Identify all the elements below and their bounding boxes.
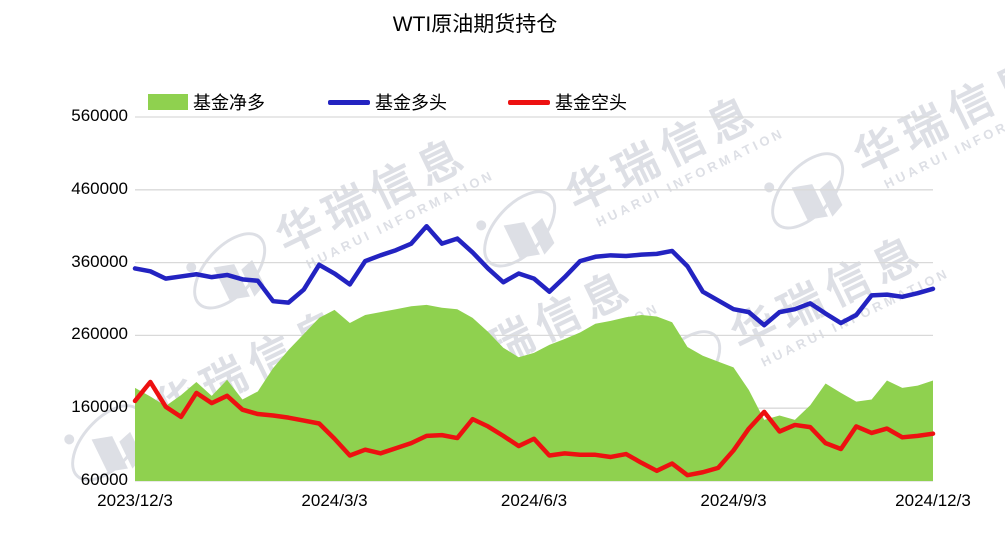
long-swatch-icon: [328, 99, 370, 105]
net-long-area: [135, 304, 933, 481]
legend-label: 基金净多: [193, 93, 265, 113]
y-tick-label: 160000: [71, 397, 128, 417]
x-tick-label: 2024/3/3: [301, 491, 368, 510]
short-line: [132, 379, 936, 478]
long-line: [132, 223, 936, 328]
x-tick-label: 2023/12/3: [97, 491, 173, 510]
legend-item-short: 基金空头: [508, 90, 627, 114]
x-tick-label: 2024/6/3: [500, 491, 568, 510]
legend-item-long: 基金多头: [328, 90, 447, 114]
y-tick-label: 60000: [80, 470, 128, 489]
chart-legend: 基金净多 基金多头 基金空头: [0, 90, 1005, 114]
y-tick-label: 460000: [71, 178, 128, 198]
legend-item-net-long: 基金净多: [148, 90, 265, 114]
y-tick-label: 260000: [71, 324, 128, 344]
legend-label: 基金多头: [375, 93, 447, 113]
y-tick-label: 360000: [71, 251, 128, 271]
net-long-swatch-icon: [148, 94, 188, 110]
y-tick-label: 560000: [71, 106, 128, 125]
x-tick-label: 2024/12/3: [895, 491, 971, 510]
short-swatch-icon: [508, 99, 550, 105]
chart-title: WTI原油期货持仓: [392, 13, 558, 36]
legend-label: 基金空头: [555, 93, 627, 113]
x-tick-label: 2024/9/3: [700, 491, 767, 510]
